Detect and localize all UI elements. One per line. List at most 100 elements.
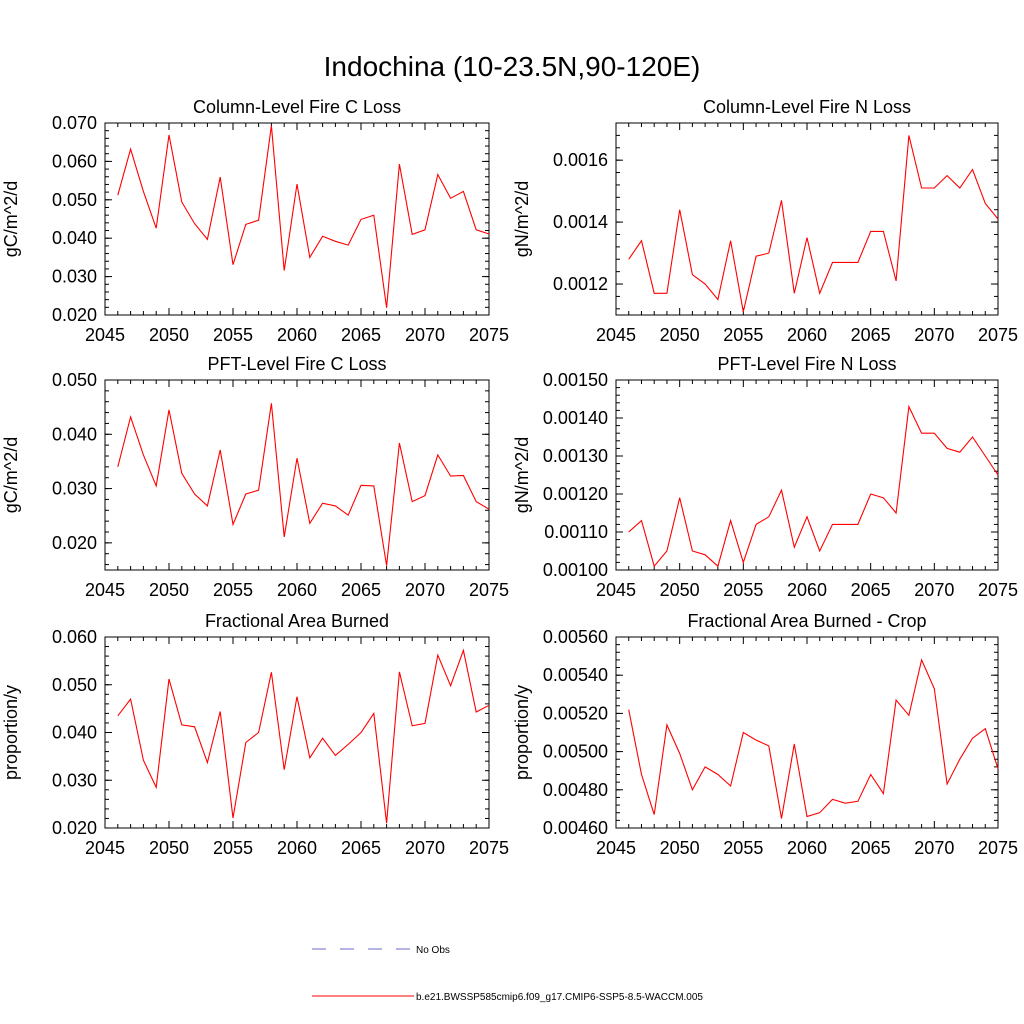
y-tick-label: 0.020: [52, 305, 97, 325]
x-tick-label: 2045: [596, 580, 636, 600]
y-tick-label: 0.040: [52, 723, 97, 743]
y-tick-label: 0.0014: [553, 212, 608, 232]
y-tick-label: 0.00480: [543, 780, 608, 800]
x-tick-label: 2065: [851, 838, 891, 858]
x-tick-label: 2045: [85, 838, 125, 858]
x-tick-label: 2060: [277, 580, 317, 600]
y-tick-label: 0.00100: [543, 560, 608, 580]
series-line: [117, 648, 490, 824]
y-tick-label: 0.050: [52, 370, 97, 390]
x-tick-label: 2070: [914, 580, 954, 600]
x-tick-label: 2065: [341, 580, 381, 600]
plot-frame: [615, 122, 999, 316]
y-axis-label: gC/m^2/d: [1, 437, 21, 513]
x-tick-label: 2065: [341, 325, 381, 345]
y-tick-label: 0.060: [52, 151, 97, 171]
y-tick-label: 0.040: [52, 228, 97, 248]
y-tick-label: 0.00520: [543, 703, 608, 723]
y-tick-label: 0.00500: [543, 742, 608, 762]
y-tick-label: 0.0012: [553, 274, 608, 294]
x-tick-label: 2055: [723, 325, 763, 345]
x-tick-label: 2050: [660, 580, 700, 600]
x-tick-label: 2075: [978, 838, 1018, 858]
y-tick-label: 0.00460: [543, 818, 608, 838]
y-tick-label: 0.00560: [543, 627, 608, 647]
y-tick-label: 0.00140: [543, 408, 608, 428]
y-axis-label: gC/m^2/d: [1, 181, 21, 257]
panel-title: Column-Level Fire N Loss: [703, 97, 911, 117]
y-tick-label: 0.030: [52, 479, 97, 499]
panel-3: PFT-Level Fire C Loss gC/m^2/d 2045 2050 205…: [1, 354, 509, 600]
y-tick-label: 0.050: [52, 675, 97, 695]
panel-title: Fractional Area Burned - Crop: [687, 611, 926, 631]
panel-title: Fractional Area Burned: [205, 611, 389, 631]
x-tick-label: 2050: [660, 325, 700, 345]
series-line: [117, 125, 490, 308]
y-tick-label: 0.00130: [543, 446, 608, 466]
panel-5: Fractional Area Burned proportion/y 2045 20…: [1, 611, 509, 858]
panel-title: PFT-Level Fire C Loss: [207, 354, 386, 374]
y-axis-label: proportion/y: [1, 685, 21, 780]
y-axis-label: gN/m^2/d: [512, 181, 532, 257]
x-tick-label: 2075: [469, 580, 509, 600]
x-tick-label: 2070: [405, 838, 445, 858]
series-line: [628, 135, 999, 313]
y-tick-label: 0.020: [52, 818, 97, 838]
x-tick-label: 2050: [660, 838, 700, 858]
x-tick-label: 2050: [149, 838, 189, 858]
x-tick-label: 2045: [596, 838, 636, 858]
x-tick-label: 2045: [85, 325, 125, 345]
x-tick-label: 2065: [341, 838, 381, 858]
legend: No Obs b.e21.BWSSP585cmip6.f09_g17.CMIP6…: [312, 945, 703, 1003]
x-tick-label: 2065: [851, 580, 891, 600]
y-tick-label: 0.050: [52, 190, 97, 210]
panel-title: Column-Level Fire C Loss: [193, 97, 401, 117]
y-tick-label: 0.00540: [543, 665, 608, 685]
x-tick-label: 2070: [405, 580, 445, 600]
y-tick-label: 0.00110: [544, 522, 608, 542]
panel-1: Column-Level Fire C Loss gC/m^2/d 2045 2050…: [1, 97, 509, 345]
series-line: [117, 403, 490, 566]
x-tick-label: 2060: [787, 838, 827, 858]
x-tick-label: 2055: [213, 838, 253, 858]
series-line: [628, 404, 999, 568]
main-title: Indochina (10-23.5N,90-120E): [324, 51, 701, 82]
legend-model-label: b.e21.BWSSP585cmip6.f09_g17.CMIP6-SSP5-8…: [416, 992, 703, 1003]
x-tick-label: 2050: [149, 325, 189, 345]
x-tick-label: 2055: [213, 325, 253, 345]
y-tick-label: 0.070: [52, 113, 97, 133]
x-tick-label: 2045: [85, 580, 125, 600]
plot-frame: [615, 379, 999, 571]
x-tick-label: 2075: [469, 838, 509, 858]
x-tick-label: 2075: [978, 325, 1018, 345]
y-tick-label: 0.0016: [553, 150, 608, 170]
x-tick-label: 2070: [914, 325, 954, 345]
x-tick-label: 2055: [213, 580, 253, 600]
y-tick-label: 0.00150: [543, 370, 608, 390]
x-tick-label: 2045: [596, 325, 636, 345]
y-tick-label: 0.040: [52, 424, 97, 444]
x-tick-label: 2055: [723, 580, 763, 600]
y-tick-label: 0.030: [52, 770, 97, 790]
panel-title: PFT-Level Fire N Loss: [717, 354, 896, 374]
x-tick-label: 2050: [149, 580, 189, 600]
y-axis-label: proportion/y: [512, 685, 532, 780]
x-tick-label: 2060: [787, 580, 827, 600]
panels: Column-Level Fire C Loss gC/m^2/d 2045 2050…: [1, 97, 1018, 858]
legend-obs-label: No Obs: [416, 945, 450, 956]
series-line: [628, 658, 999, 819]
panel-6: Fractional Area Burned - Crop proportion/…: [512, 611, 1018, 858]
x-tick-label: 2070: [914, 838, 954, 858]
x-tick-label: 2055: [723, 838, 763, 858]
x-tick-label: 2070: [405, 325, 445, 345]
panel-4: PFT-Level Fire N Loss gN/m^2/d 2045 2050 205…: [512, 354, 1018, 600]
x-tick-label: 2060: [277, 838, 317, 858]
y-tick-label: 0.030: [52, 267, 97, 287]
x-tick-label: 2075: [978, 580, 1018, 600]
y-tick-label: 0.020: [52, 533, 97, 553]
plot-frame: [104, 122, 490, 316]
x-tick-label: 2075: [469, 325, 509, 345]
panel-2: Column-Level Fire N Loss gN/m^2/d 2045 2050…: [512, 97, 1018, 345]
x-tick-label: 2060: [787, 325, 827, 345]
